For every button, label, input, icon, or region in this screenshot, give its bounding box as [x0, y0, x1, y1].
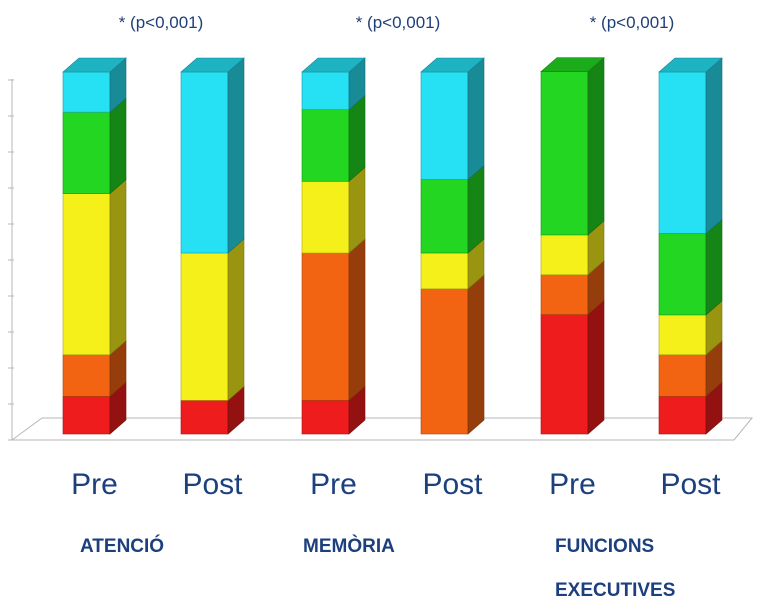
- bar-segment-front: [301, 71, 350, 110]
- bar-segment-front: [62, 71, 111, 113]
- bar-segment-front: [420, 179, 469, 254]
- chart-axes: [8, 79, 754, 441]
- bar-segment-side: [467, 164, 485, 254]
- bar-top-face: [540, 57, 605, 72]
- x-tick-label: Pre: [310, 468, 357, 501]
- bar-segment-front: [658, 396, 707, 435]
- bar-top-face: [301, 57, 366, 73]
- bar-top-face: [62, 57, 127, 73]
- bar-segment-side: [705, 57, 723, 235]
- bar-segment-side: [348, 238, 366, 401]
- bar-segment-front: [658, 314, 707, 356]
- group-label: EXECUTIVES: [555, 580, 675, 601]
- bar-segment-front: [420, 71, 469, 180]
- x-tick-label: Post: [422, 468, 483, 501]
- bar-segment-front: [180, 400, 229, 435]
- group-label: ATENCIÓ: [80, 535, 164, 557]
- bar-top-face: [420, 57, 485, 73]
- bar-segment-front: [180, 71, 229, 254]
- bar-segment-side: [467, 57, 485, 181]
- bar-segment-front: [420, 288, 469, 435]
- bar-segment-front: [540, 71, 589, 236]
- group-label: MEMÒRIA: [303, 535, 395, 557]
- bar-segment-front: [540, 234, 589, 276]
- bar-segment-side: [348, 166, 366, 254]
- bar-segment-front: [62, 193, 111, 356]
- bar-segment-front: [62, 396, 111, 435]
- bar-segment-front: [62, 111, 111, 194]
- bar-segment-side: [587, 299, 605, 435]
- bar-segment-front: [658, 233, 707, 316]
- significance-annotation: * (p<0,001): [119, 13, 204, 32]
- bar-segment-side: [227, 57, 245, 254]
- bar-segment-side: [109, 178, 127, 356]
- bar-stacks: [62, 56, 723, 435]
- bar-segment-side: [467, 274, 485, 435]
- group-label: FUNCIONS: [555, 536, 654, 557]
- bar-segment-side: [227, 238, 245, 401]
- bar-segment-front: [540, 274, 589, 315]
- bar-top-face: [658, 57, 723, 73]
- bar-segment-front: [540, 314, 589, 435]
- significance-annotation: * (p<0,001): [590, 13, 675, 32]
- bar-segment-side: [587, 56, 605, 236]
- x-tick-label: Post: [182, 468, 243, 501]
- bar-segment-front: [301, 109, 350, 182]
- bar-segment-side: [705, 218, 723, 316]
- bar-segment-side: [348, 94, 366, 182]
- x-tick-label: Post: [660, 468, 721, 501]
- bar-segment-front: [301, 252, 350, 401]
- x-tick-label: Pre: [71, 468, 118, 501]
- significance-annotation: * (p<0,001): [356, 13, 441, 32]
- chart-labels: Pre Post Pre Post Pre Post * (p<0,001) * (p<0,0…: [71, 13, 721, 601]
- bar-segment-front: [180, 252, 229, 401]
- x-tick-label: Pre: [549, 468, 596, 501]
- bar-segment-front: [658, 354, 707, 397]
- bar-segment-front: [301, 181, 350, 254]
- bar-segment-front: [658, 71, 707, 234]
- bar-segment-front: [420, 252, 469, 290]
- bar-segment-front: [301, 400, 350, 435]
- bar-top-face: [180, 57, 245, 73]
- chart-floor: [11, 417, 754, 441]
- bar-segment-side: [109, 97, 127, 195]
- bar-segment-front: [62, 354, 111, 397]
